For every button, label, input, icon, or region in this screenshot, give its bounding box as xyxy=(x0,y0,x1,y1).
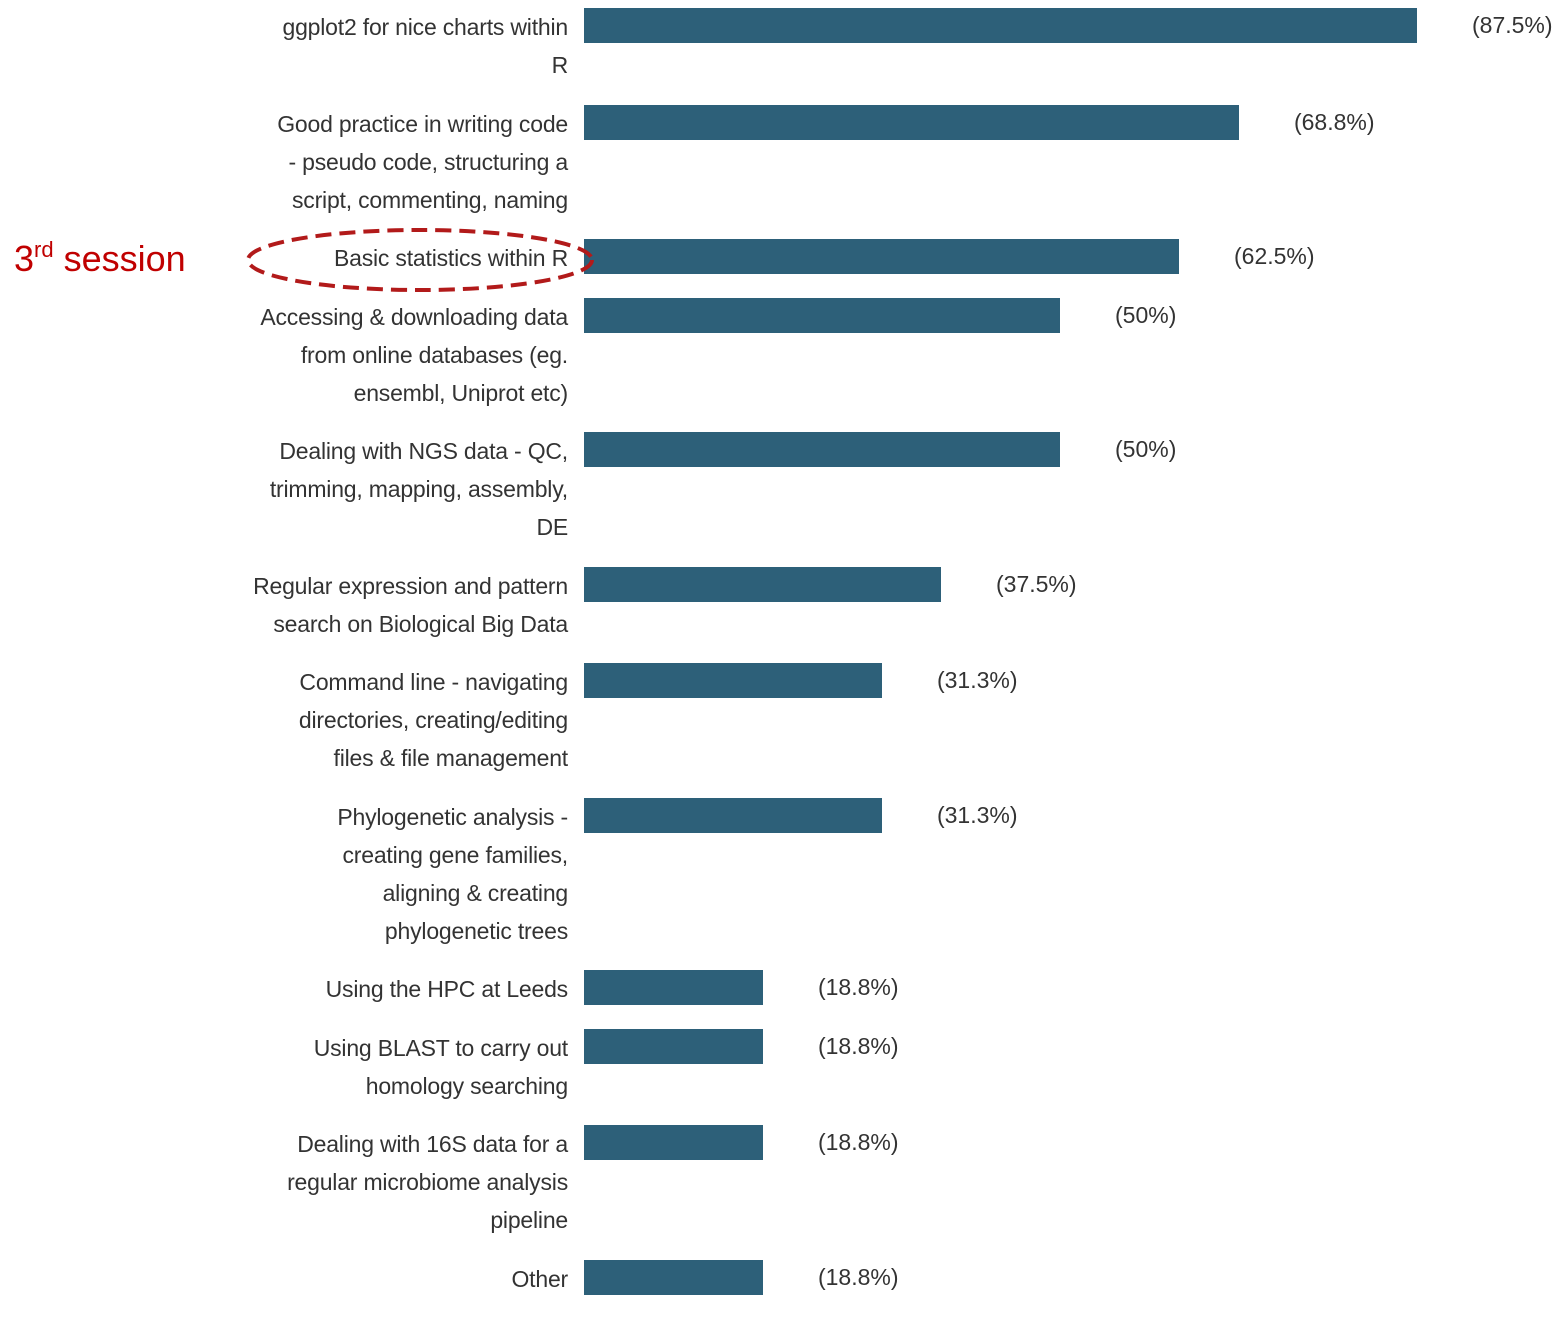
bar xyxy=(584,104,1239,140)
bar xyxy=(584,1028,763,1064)
category-label: Phylogenetic analysis - creating gene fa… xyxy=(337,803,568,944)
bar xyxy=(584,432,1060,467)
category-label: Command line - navigating directories, c… xyxy=(298,669,568,771)
category-label: ggplot2 for nice charts within R xyxy=(282,14,569,78)
annotation-number: 3 xyxy=(14,238,35,279)
chart: ggplot2 for nice charts within R (87.5%) G… xyxy=(0,8,1562,1318)
value-label: (18.8%) xyxy=(817,1032,899,1059)
value-label: (37.5%) xyxy=(996,570,1077,597)
category-label: Using BLAST to carry out homology search… xyxy=(313,1034,568,1099)
category-label: Using the HPC at Leeds xyxy=(325,976,569,1002)
value-label: (62.5%) xyxy=(1234,243,1315,269)
bar-row: Accessing & downloading data from online… xyxy=(0,297,1562,412)
bar-row: Regular expression and pattern search on… xyxy=(0,566,1562,643)
bar xyxy=(584,8,1417,43)
category-label: Good practice in writing code - pseudo c… xyxy=(277,110,568,213)
bar-row: Phylogenetic analysis - creating gene fa… xyxy=(0,797,1562,950)
value-label: (31.3%) xyxy=(936,667,1018,693)
bar-row: Using BLAST to carry out homology search… xyxy=(0,1028,1562,1105)
annotation-text: session xyxy=(63,238,186,279)
bar-row: Dealing with 16S data for a regular micr… xyxy=(0,1125,1562,1239)
bar-row: Other (18.8%) xyxy=(0,1259,1562,1298)
bar xyxy=(584,970,763,1005)
category-label: Regular expression and pattern search on… xyxy=(253,572,568,637)
value-label: (18.8%) xyxy=(817,1263,899,1290)
value-label: (31.3%) xyxy=(936,801,1018,828)
bar xyxy=(584,797,882,833)
value-label: (50%) xyxy=(1115,436,1177,462)
annotation-superscript: rd xyxy=(34,237,54,262)
value-label: (50%) xyxy=(1115,301,1177,328)
annotation: 3rd session xyxy=(14,236,186,282)
bar xyxy=(584,663,882,698)
bar xyxy=(584,1125,763,1160)
bar-row: Using the HPC at Leeds (18.8%) xyxy=(0,970,1562,1008)
bar-row: Dealing with NGS data - QC, trimming, ma… xyxy=(0,432,1562,546)
category-label: Accessing & downloading data from online… xyxy=(260,303,568,406)
category-label: Dealing with 16S data for a regular micr… xyxy=(287,1131,568,1233)
bar xyxy=(584,1259,763,1295)
bar-row: Command line - navigating directories, c… xyxy=(0,663,1562,777)
category-label: Dealing with NGS data - QC, trimming, ma… xyxy=(269,438,568,540)
bar xyxy=(584,239,1179,274)
value-label: (68.8%) xyxy=(1293,108,1375,135)
category-label: Other xyxy=(511,1265,568,1292)
value-label: (18.8%) xyxy=(817,974,899,1000)
bar xyxy=(584,297,1060,333)
bar-row: Basic statistics within R (62.5%) xyxy=(0,239,1562,277)
value-label: (18.8%) xyxy=(817,1129,899,1155)
bar-row: Good practice in writing code - pseudo c… xyxy=(0,104,1562,219)
value-label: (87.5%) xyxy=(1472,12,1553,38)
bar xyxy=(584,566,941,602)
bar-row: ggplot2 for nice charts within R (87.5%) xyxy=(0,8,1562,84)
